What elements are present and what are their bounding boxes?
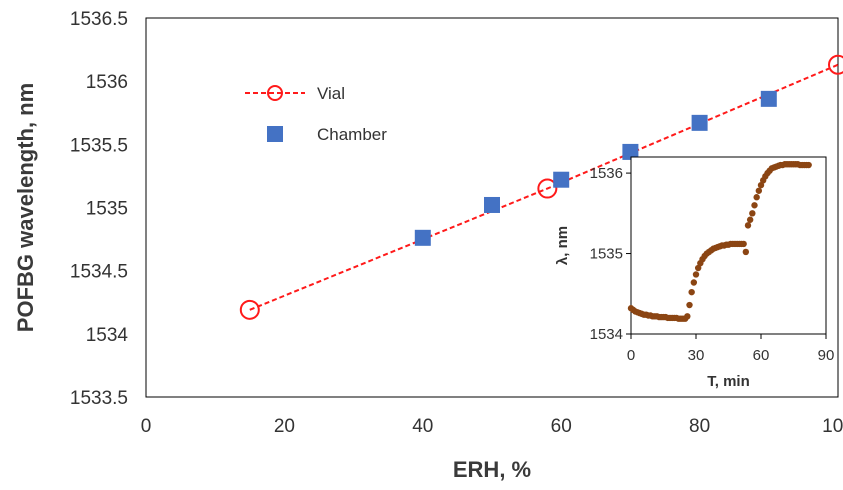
main-x-tick-label: 60 xyxy=(551,416,572,437)
inset-series-layer xyxy=(627,161,812,322)
legend-chamber-marker xyxy=(267,126,283,142)
main-y-tick-label: 1536.5 xyxy=(70,9,128,30)
inset-x-tick-label: 30 xyxy=(688,347,705,364)
inset-y-tick-label: 1536 xyxy=(590,165,623,182)
inset-data-point xyxy=(744,222,752,229)
inset-data-point xyxy=(684,313,691,320)
inset-x-tick-label: 90 xyxy=(818,347,835,364)
inset-data-point xyxy=(690,279,698,286)
main-y-axis-label: POFBG wavelength, nm xyxy=(13,83,38,332)
main-y-tick-label: 1535.5 xyxy=(70,135,128,156)
inset-data-point xyxy=(688,288,695,296)
inset-x-tick-labels: 0 30 60 90 xyxy=(627,334,835,364)
chamber-data-point xyxy=(760,90,777,107)
inset-data-point xyxy=(740,240,747,248)
vial-data-point xyxy=(239,299,260,320)
chamber-data-point xyxy=(484,196,500,213)
main-y-tick-label: 1534 xyxy=(86,325,129,346)
inset-x-tick-label: 60 xyxy=(753,347,770,364)
main-x-tick-label: 40 xyxy=(412,416,433,437)
inset-data-point xyxy=(694,264,702,272)
inset-y-axis-label: λ, nm xyxy=(554,226,571,265)
legend-vial-marker xyxy=(267,85,283,101)
inset-data-point xyxy=(751,202,758,209)
inset-data-point xyxy=(692,271,700,278)
vial-data-point xyxy=(537,178,558,199)
inset-x-axis-label: T, min xyxy=(707,373,750,390)
main-y-tick-label: 1536 xyxy=(86,72,128,93)
inset-data-point xyxy=(755,187,763,194)
inset-data-point xyxy=(757,181,765,189)
main-x-tick-label: 80 xyxy=(689,416,710,437)
main-y-tick-labels: 1533.5 1534 1534.5 1535 1535.5 1536 1536.5 xyxy=(70,9,129,409)
inset-y-tick-label: 1534 xyxy=(590,326,623,343)
main-x-axis-label: ERH, % xyxy=(453,457,531,482)
inset-x-tick-label: 0 xyxy=(627,347,635,364)
main-x-tick-label: 0 xyxy=(141,416,152,437)
vial-series-line xyxy=(249,63,839,311)
main-y-tick-label: 1535 xyxy=(86,199,128,220)
main-x-tick-label: 20 xyxy=(274,416,295,437)
inset-data-point xyxy=(753,194,760,201)
inset-data-point xyxy=(746,216,754,223)
main-x-tick-labels: 0 20 40 60 80 100 xyxy=(141,416,843,437)
legend: Vial Chamber xyxy=(245,84,387,144)
main-x-tick-label: 100 xyxy=(822,416,843,437)
inset-data-point xyxy=(742,248,750,256)
chamber-data-point xyxy=(622,143,639,160)
legend-chamber-label: Chamber xyxy=(317,125,387,144)
inset-y-tick-labels: 1534 1535 1536 xyxy=(590,165,631,343)
chamber-data-point xyxy=(414,229,431,246)
inset-chart: 0 30 60 90 1534 1535 1536 T, min λ, nm xyxy=(554,156,835,390)
main-series-layer xyxy=(239,54,843,320)
chamber-data-point xyxy=(553,171,570,188)
inset-data-point xyxy=(749,210,756,217)
main-y-tick-label: 1533.5 xyxy=(70,388,128,409)
legend-vial-label: Vial xyxy=(317,84,345,103)
inset-y-tick-label: 1535 xyxy=(590,246,623,263)
chamber-data-point xyxy=(691,114,708,131)
inset-data-point xyxy=(686,301,693,309)
inset-data-point xyxy=(805,161,812,169)
main-y-tick-label: 1534.5 xyxy=(70,262,128,283)
vial-data-point xyxy=(828,54,843,75)
